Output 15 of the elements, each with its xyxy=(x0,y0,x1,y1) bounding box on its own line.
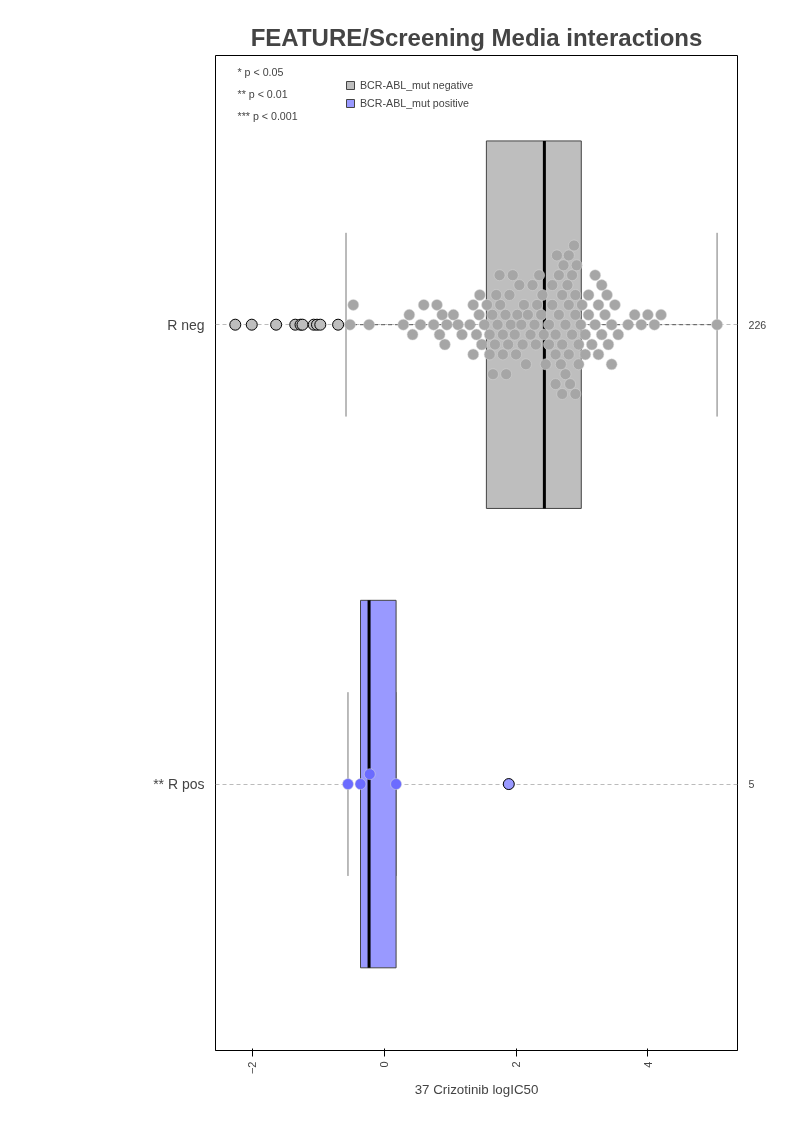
legend-label: BCR-ABL_mut positive xyxy=(360,96,469,110)
legend-label: BCR-ABL_mut negative xyxy=(360,78,474,92)
x-tick-label: −2 xyxy=(246,1061,259,1075)
x-tick-label: 0 xyxy=(378,1061,391,1068)
x-axis-title: 37 Crizotinib logIC50 xyxy=(414,1082,539,1098)
text: 5 xyxy=(748,778,755,791)
annotation: *** p < 0.001 xyxy=(237,109,298,122)
text: 226 xyxy=(748,318,767,331)
annotation: ** p < 0.01 xyxy=(237,87,288,100)
chart-title: FEATURE/Screening Media interactions xyxy=(250,23,703,51)
annotation: * p < 0.05 xyxy=(237,65,284,78)
x-tick-label: 2 xyxy=(510,1061,523,1068)
y-tick-label: ** R pos xyxy=(153,776,205,793)
y-tick-label: R neg xyxy=(167,316,205,333)
x-tick-label: 4 xyxy=(641,1061,654,1068)
